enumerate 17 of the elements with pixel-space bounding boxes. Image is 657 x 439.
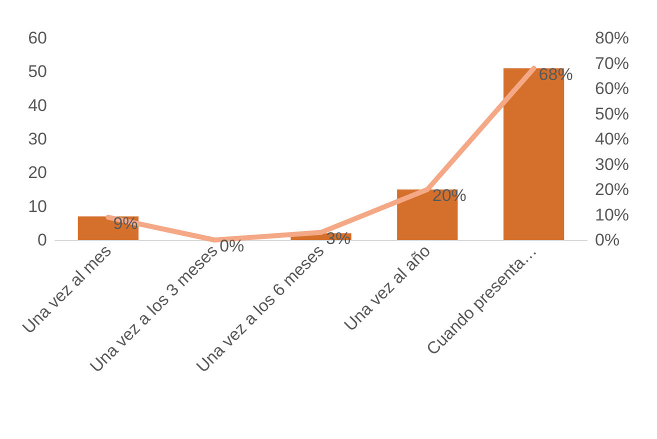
y-tick-label: 50	[28, 62, 47, 82]
y-tick-label: 10	[28, 196, 47, 216]
data-label: 0%	[220, 236, 244, 256]
y-tick-label: 30	[28, 130, 47, 148]
y2-tick-label: 40%	[595, 130, 630, 148]
y2-tick-label: 20%	[595, 180, 630, 199]
y2-tick-label: 80%	[595, 28, 630, 48]
y2-tick-label: 60%	[595, 79, 630, 98]
y2-tick-label: 50%	[595, 104, 630, 124]
y-tick-label: 60	[28, 28, 47, 48]
y2-tick-label: 30%	[595, 154, 630, 174]
y-tick-label: 20	[28, 163, 47, 182]
y-tick-label: 0	[38, 230, 47, 250]
y2-tick-label: 0%	[595, 230, 620, 250]
y2-tick-label: 10%	[595, 205, 630, 224]
y-tick-label: 40	[28, 96, 47, 115]
y2-tick-label: 70%	[595, 54, 630, 73]
